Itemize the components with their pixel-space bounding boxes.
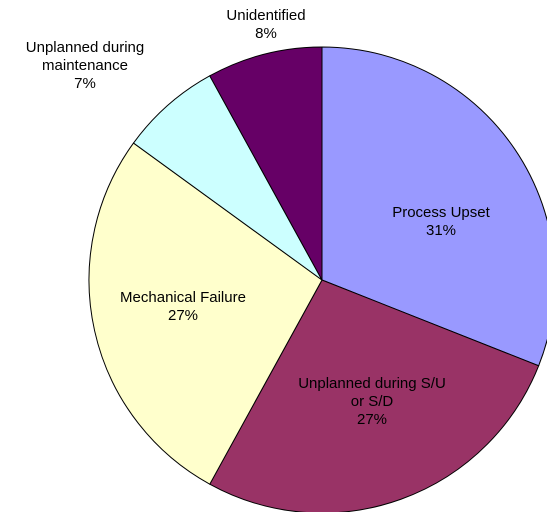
slice-label: Mechanical Failure 27% xyxy=(103,289,263,325)
slice-value: 7% xyxy=(74,75,96,92)
slice-label: Process Upset 31% xyxy=(376,204,506,240)
slice-value: 31% xyxy=(425,222,457,239)
slice-value: 27% xyxy=(356,411,388,428)
slice-name: Unidentified xyxy=(226,7,306,24)
pie-slice xyxy=(132,75,323,281)
slice-name: Mechanical Failure xyxy=(120,289,246,306)
slice-label: Unplanned during maintenance 7% xyxy=(10,39,160,93)
slice-label: Unplanned during S/U or S/D 27% xyxy=(297,375,447,429)
slice-label: Unidentified 8% xyxy=(206,7,326,43)
pie-slice xyxy=(88,142,323,485)
pie-slice xyxy=(321,46,547,367)
slice-value: 27% xyxy=(167,307,199,324)
slice-value: 8% xyxy=(255,25,277,42)
pie-slice xyxy=(209,46,323,281)
slice-name: Unplanned during maintenance xyxy=(25,39,145,74)
slice-name: Unplanned during S/U or S/D xyxy=(298,375,446,410)
pie-slice xyxy=(209,279,540,512)
slice-name: Process Upset xyxy=(392,204,490,221)
